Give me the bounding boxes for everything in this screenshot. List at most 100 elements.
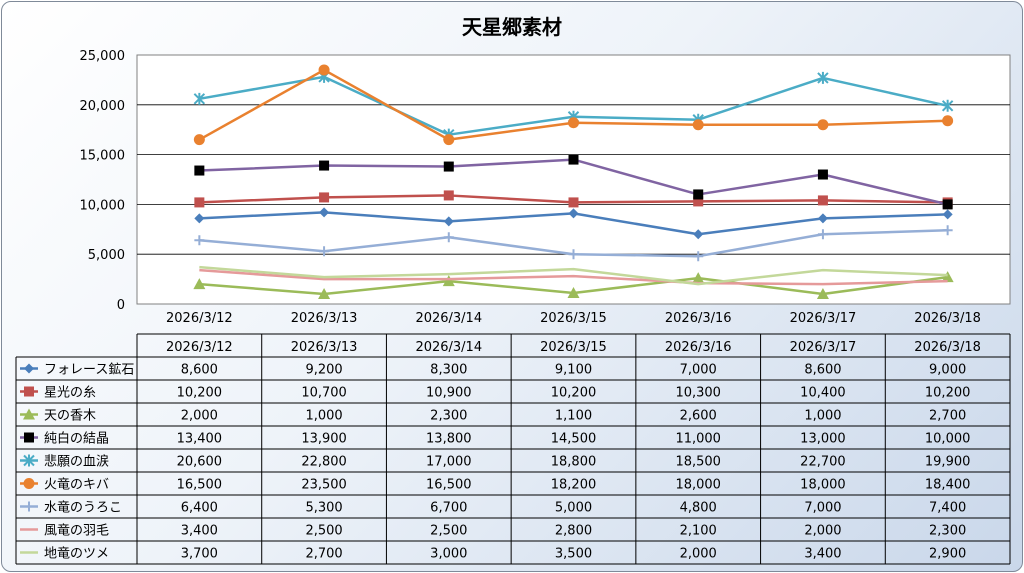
table-cell: 17,000 <box>426 455 472 470</box>
data-point <box>693 189 704 200</box>
data-point <box>319 192 330 203</box>
data-point <box>817 119 829 131</box>
table-cell: 8,300 <box>430 363 467 378</box>
legend-label: 星光の糸 <box>44 386 96 401</box>
table-cell: 2,100 <box>680 524 717 539</box>
table-cell: 22,800 <box>301 455 347 470</box>
table-cell: 14,500 <box>551 432 597 447</box>
legend-label: 悲願の血涙 <box>44 454 109 470</box>
data-point <box>817 169 828 180</box>
x-tick-label: 2026/3/18 <box>914 311 981 326</box>
data-point <box>816 288 829 300</box>
plot-area <box>136 54 1011 305</box>
chart-title: 天星郷素材 <box>462 15 562 39</box>
legend-label: 純白の結晶 <box>44 431 109 447</box>
table-cell: 2,700 <box>305 547 342 562</box>
data-point <box>817 213 828 224</box>
data-point <box>568 154 579 165</box>
data-point <box>942 115 954 127</box>
table-cell: 2,300 <box>929 524 966 539</box>
table-cell: 16,500 <box>426 478 472 493</box>
table-cell: 2,700 <box>929 409 966 424</box>
table-cell: 18,800 <box>551 455 597 470</box>
table-cell: 1,000 <box>804 409 841 424</box>
table-cell: 18,000 <box>800 478 846 493</box>
series-line <box>199 265 948 286</box>
legend-label: 火竜のキバ <box>44 478 109 493</box>
data-point <box>194 235 205 246</box>
x-tick-label: 2026/3/14 <box>415 311 482 326</box>
series-7 <box>194 225 953 262</box>
table-cell: 7,400 <box>929 501 966 516</box>
x-tick-label: 2026/3/16 <box>665 311 732 326</box>
data-point <box>942 209 953 220</box>
table-cell: 2,000 <box>181 409 218 424</box>
table-cell: 1,100 <box>555 409 592 424</box>
legend-key <box>20 432 38 443</box>
table-header-cell: 2026/3/14 <box>415 340 482 355</box>
table-cell: 2,500 <box>305 524 342 539</box>
table-cell: 18,400 <box>925 478 971 493</box>
data-point <box>941 99 954 112</box>
x-tick-label: 2026/3/13 <box>291 311 358 326</box>
table-cell: 10,700 <box>301 386 347 401</box>
table-cell: 7,000 <box>804 501 841 516</box>
y-tick-label: 25,000 <box>80 49 126 64</box>
data-point <box>23 408 35 420</box>
legend-key <box>20 386 38 397</box>
table-header-cell: 2026/3/12 <box>166 340 233 355</box>
data-point <box>568 249 579 260</box>
x-tick-label: 2026/3/17 <box>790 311 857 326</box>
data-point <box>568 117 579 129</box>
data-point <box>194 165 205 176</box>
legend-key <box>20 454 38 467</box>
table-cell: 6,700 <box>430 501 467 516</box>
table-cell: 19,900 <box>925 455 971 470</box>
table-cell: 10,000 <box>925 432 971 447</box>
table-cell: 1,000 <box>305 409 342 424</box>
data-point <box>24 363 34 374</box>
data-point <box>319 246 330 257</box>
data-point <box>24 501 34 512</box>
y-tick-label: 20,000 <box>80 99 126 114</box>
table-cell: 9,200 <box>305 363 342 378</box>
table-cell: 4,800 <box>680 501 717 516</box>
legend-label: フォレース鉱石 <box>44 362 134 378</box>
table-cell: 6,400 <box>181 501 218 516</box>
table-cell: 7,000 <box>680 363 717 378</box>
data-point <box>193 278 206 290</box>
x-tick-label: 2026/3/15 <box>540 311 607 326</box>
series-9 <box>199 265 948 286</box>
table-header-cell: 2026/3/17 <box>790 340 857 355</box>
data-point <box>692 272 705 284</box>
table-cell: 18,000 <box>675 478 721 493</box>
legend-key <box>20 478 38 489</box>
data-point <box>443 134 455 146</box>
series-1 <box>194 207 953 240</box>
series-4 <box>194 154 953 210</box>
data-point <box>23 478 35 489</box>
table-cell: 11,000 <box>675 432 721 447</box>
table-cell: 2,800 <box>555 524 592 539</box>
table-cell: 13,400 <box>177 432 223 447</box>
data-point <box>692 119 704 131</box>
legend-label: 地竜のツメ <box>44 547 109 562</box>
table-cell: 3,400 <box>181 524 218 539</box>
data-point <box>442 275 455 287</box>
data-point <box>23 454 35 467</box>
table-cell: 2,900 <box>929 547 966 562</box>
table-cell: 13,000 <box>800 432 846 447</box>
data-point <box>693 196 704 207</box>
data-point <box>693 251 704 262</box>
data-point <box>24 386 34 397</box>
data-point <box>318 288 331 300</box>
data-point <box>443 216 454 227</box>
data-point <box>693 229 704 240</box>
y-tick-label: 15,000 <box>80 149 126 164</box>
legend-key <box>20 408 38 420</box>
table-cell: 22,700 <box>800 455 846 470</box>
data-point <box>941 271 954 283</box>
table-header-cell: 2026/3/15 <box>540 340 607 355</box>
table-cell: 23,500 <box>301 478 347 493</box>
table-cell: 10,900 <box>426 386 472 401</box>
